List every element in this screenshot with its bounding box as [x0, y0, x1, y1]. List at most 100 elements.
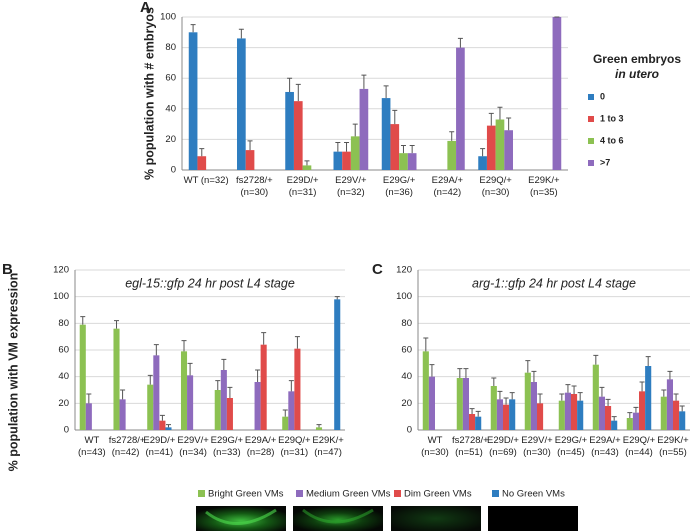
image-dim — [391, 506, 481, 531]
legend-swatch — [588, 116, 594, 122]
error-bar — [181, 340, 187, 352]
panel-label: A — [140, 0, 151, 16]
legend-subtitle: in utero — [615, 67, 659, 81]
legend-label: 4 to 6 — [600, 135, 624, 145]
error-bar — [227, 386, 233, 398]
x-tick-label: E29D/+ (n=41) — [143, 435, 176, 458]
error-bar — [255, 369, 261, 382]
error-bar — [475, 410, 481, 417]
error-bar — [531, 370, 537, 382]
bar — [254, 382, 261, 430]
error-bar — [679, 405, 685, 412]
y-tick-label: 0 — [171, 165, 176, 176]
error-bar — [423, 337, 429, 352]
bar — [524, 372, 531, 430]
legend-label: 1 to 3 — [600, 113, 624, 123]
panel-label: B — [2, 261, 13, 278]
bar — [469, 414, 476, 430]
bar — [390, 124, 400, 170]
bar — [197, 156, 207, 170]
bar — [342, 151, 351, 170]
legend-title: Green embryos — [593, 52, 681, 66]
bar — [220, 370, 227, 430]
error-bar — [577, 392, 583, 401]
error-bar — [352, 123, 358, 137]
x-tick-label: E29D/+ (n=31) — [286, 175, 319, 198]
bar — [475, 416, 482, 430]
error-bar — [294, 336, 300, 349]
bar — [486, 125, 496, 170]
error-bar — [334, 296, 340, 300]
x-tick-label: E29V/+ (n=34) — [177, 435, 209, 458]
bar — [153, 355, 160, 430]
error-bar — [165, 424, 171, 428]
bar — [504, 130, 513, 170]
error-bar — [611, 416, 617, 421]
bar — [632, 412, 639, 430]
bar — [462, 378, 469, 430]
error-bar — [559, 393, 565, 401]
bar — [496, 399, 503, 430]
error-bar — [288, 380, 294, 392]
legend-label: Medium Green VMs — [306, 489, 391, 500]
error-bar — [645, 356, 651, 366]
error-bar — [295, 83, 301, 102]
image-bright — [196, 506, 286, 531]
x-tick-label: E29A/+ (n=43) — [589, 435, 621, 458]
bar — [611, 420, 618, 430]
error-bar — [361, 74, 367, 89]
error-bar — [497, 390, 503, 400]
error-bar — [537, 393, 543, 404]
y-tick-label: 100 — [53, 291, 69, 302]
error-bar — [400, 145, 406, 154]
legend-swatch — [198, 490, 205, 497]
y-tick-label: 20 — [58, 398, 69, 409]
error-bar — [261, 332, 267, 345]
x-tick-label: E29V/+ (n=30) — [521, 435, 553, 458]
y-tick-label: 60 — [165, 73, 176, 84]
bar — [350, 136, 360, 170]
y-tick-label: 40 — [401, 371, 412, 382]
bar — [571, 394, 578, 430]
error-bar — [457, 37, 463, 48]
error-bar — [335, 141, 341, 152]
error-bar — [215, 380, 221, 390]
bar — [626, 418, 633, 430]
y-tick-label: 20 — [165, 134, 176, 145]
x-tick-label: WT (n=32) — [183, 175, 229, 186]
error-bar — [565, 384, 571, 393]
error-bar — [247, 140, 253, 151]
panel-label: C — [372, 261, 383, 278]
bar — [666, 379, 673, 430]
error-bar — [153, 344, 159, 356]
bar — [260, 344, 267, 430]
bar — [285, 91, 294, 170]
bar — [315, 427, 323, 430]
bar — [85, 403, 92, 430]
error-bar — [506, 117, 512, 131]
bar — [165, 427, 172, 430]
error-bar — [449, 131, 455, 141]
error-bar — [159, 414, 165, 421]
x-tick-label: E29Q/+ (n=30) — [479, 175, 512, 198]
y-tick-label: 120 — [53, 265, 69, 276]
error-bar — [86, 393, 92, 404]
legend-label: 0 — [600, 91, 605, 101]
error-bar — [287, 77, 293, 92]
y-tick-label: 60 — [58, 345, 69, 356]
error-bar — [571, 385, 577, 394]
bar — [456, 47, 465, 170]
error-bar — [661, 389, 667, 397]
error-bar — [199, 148, 205, 157]
x-tick-label: WT (n=43) — [78, 435, 106, 458]
error-bar — [429, 364, 435, 377]
bar — [428, 376, 435, 430]
error-bar — [187, 362, 193, 376]
bar — [334, 299, 341, 430]
bar — [79, 324, 86, 430]
error-bar — [525, 360, 531, 373]
error-bar — [599, 386, 605, 397]
legend-swatch — [296, 490, 303, 497]
y-tick-label: 100 — [160, 12, 176, 23]
